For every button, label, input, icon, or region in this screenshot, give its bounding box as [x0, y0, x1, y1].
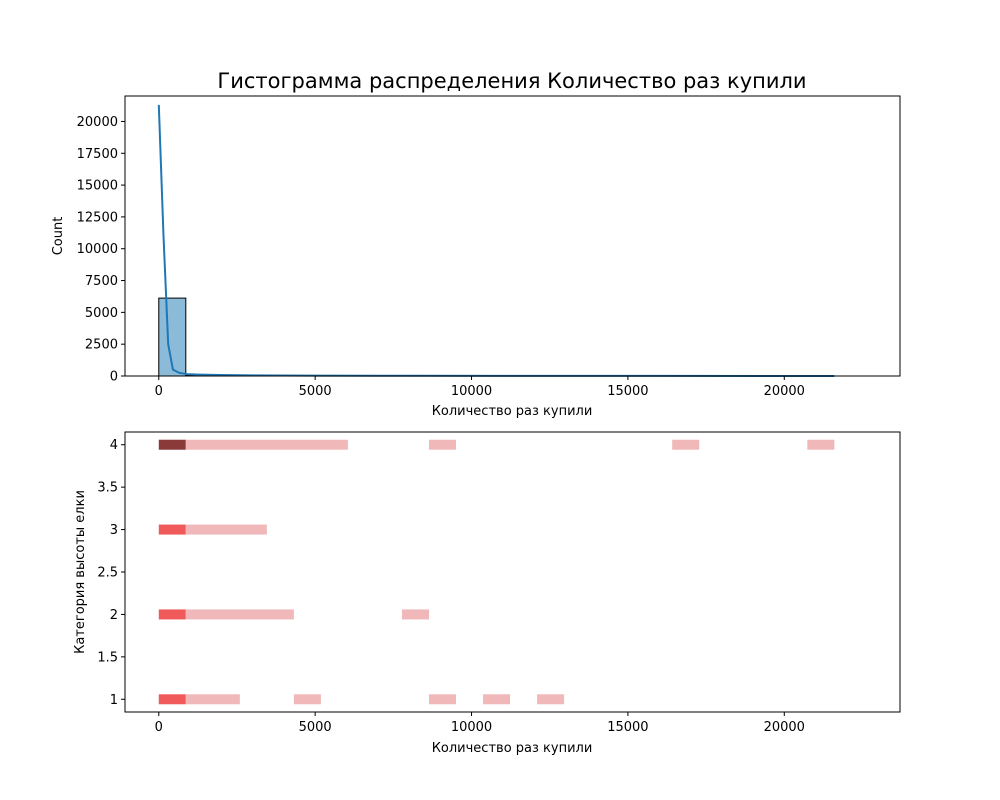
y-tick-label: 3 — [110, 523, 118, 538]
heatmap-cells — [158, 439, 835, 705]
heatmap-cell — [158, 524, 186, 535]
top-y-ticks: 0 2500 5000 7500 10000 12500 15000 17500 20000 — [77, 115, 125, 385]
x-tick-label: 15000 — [607, 720, 648, 735]
heatmap-cell — [401, 609, 429, 620]
y-tick-label: 2.5 — [97, 566, 118, 581]
heatmap-cell — [185, 439, 348, 450]
top-axes-frame — [124, 95, 901, 377]
top-x-ticks: 0 5000 10000 15000 20000 — [155, 376, 805, 399]
bivariate-histogram-chart: 0 5000 10000 15000 20000 1 1.5 2 2.5 3 3.5 4 Колич… — [73, 431, 901, 756]
y-tick-label: 20000 — [77, 115, 118, 130]
bottom-x-axis-label: Количество раз купили — [432, 741, 593, 756]
y-tick-label: 17500 — [77, 147, 118, 162]
heatmap-cell — [537, 694, 565, 705]
y-tick-label: 12500 — [77, 210, 118, 225]
y-tick-label: 2500 — [85, 338, 118, 353]
x-tick-label: 0 — [155, 384, 163, 399]
x-tick-label: 15000 — [607, 384, 648, 399]
heatmap-cell — [185, 609, 294, 620]
x-tick-label: 5000 — [299, 720, 332, 735]
heatmap-cell — [483, 694, 511, 705]
y-tick-label: 7500 — [85, 274, 118, 289]
top-y-axis-label: Count — [51, 217, 66, 256]
kde-line — [157, 104, 835, 377]
x-tick-label: 20000 — [764, 384, 805, 399]
heatmap-cell — [672, 439, 700, 450]
heatmap-cell — [158, 439, 186, 450]
heatmap-cell — [185, 694, 240, 705]
top-x-axis-label: Количество раз купили — [432, 404, 593, 419]
histogram-chart: Гистограмма распределения Количество раз… — [51, 69, 901, 419]
y-tick-label: 1.5 — [97, 650, 118, 665]
chart-title: Гистограмма распределения Количество раз… — [217, 69, 806, 93]
y-tick-label: 15000 — [77, 179, 118, 194]
x-tick-label: 10000 — [451, 720, 492, 735]
heatmap-cell — [158, 609, 186, 620]
y-tick-label: 3.5 — [97, 481, 118, 496]
y-tick-label: 10000 — [77, 242, 118, 257]
bottom-y-axis-label: Категория высоты елки — [73, 490, 88, 654]
bottom-y-ticks: 1 1.5 2 2.5 3 3.5 4 — [97, 438, 125, 708]
y-tick-label: 0 — [110, 370, 118, 385]
heatmap-cell — [428, 439, 457, 450]
heatmap-cell — [428, 694, 457, 705]
histogram-bars — [158, 297, 349, 377]
y-tick-label: 4 — [110, 438, 118, 453]
x-tick-label: 10000 — [451, 384, 492, 399]
heatmap-cell — [185, 524, 267, 535]
y-tick-label: 1 — [110, 693, 118, 708]
bottom-x-ticks: 0 5000 10000 15000 20000 — [155, 712, 805, 735]
y-tick-label: 2 — [110, 608, 118, 623]
heatmap-cell — [158, 694, 186, 705]
y-tick-label: 5000 — [85, 306, 118, 321]
x-tick-label: 0 — [155, 720, 163, 735]
x-tick-label: 20000 — [764, 720, 805, 735]
heatmap-cell — [807, 439, 835, 450]
bottom-axes-frame — [124, 431, 901, 713]
x-tick-label: 5000 — [299, 384, 332, 399]
heatmap-cell — [293, 694, 321, 705]
